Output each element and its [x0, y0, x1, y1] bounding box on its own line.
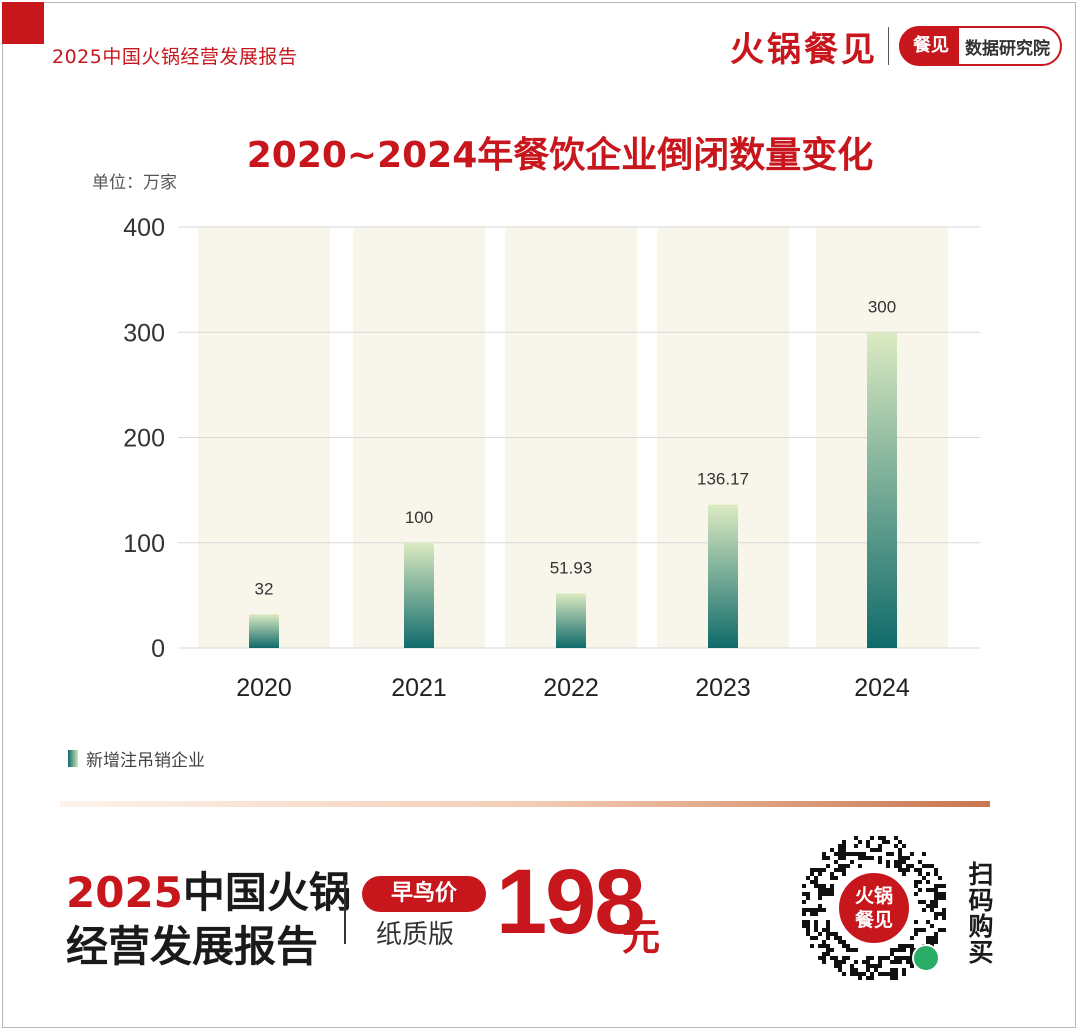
scan-to-buy-label: 扫码购买: [968, 860, 994, 967]
price-unit: 元: [622, 915, 661, 959]
price-value: 198: [496, 851, 645, 953]
legend-label: 新增注吊销企业: [86, 751, 205, 771]
brand-logo: 火锅餐见 餐见 数据研究院: [730, 24, 1062, 70]
corner-accent: [2, 2, 44, 44]
chart-legend: 新增注吊销企业: [68, 746, 205, 771]
promo-title-main: 中国火锅: [182, 868, 351, 917]
unit-label: 单位：万家: [92, 173, 177, 193]
qr-center-line2: 餐见: [854, 909, 893, 931]
report-title: 2025中国火锅经营发展报告: [52, 46, 298, 68]
chart-title: 2020~2024年餐饮企业倒闭数量变化: [246, 135, 874, 176]
promo-title-line2: 经营发展报告: [66, 922, 319, 971]
brand-badge: 餐见: [899, 28, 959, 64]
brand-subtitle: 数据研究院: [965, 38, 1050, 59]
promo-title-year: 2025: [66, 868, 183, 917]
mini-program-icon: [912, 944, 940, 972]
section-divider: [60, 801, 990, 807]
promo-divider: [344, 880, 346, 944]
qr-center-line1: 火锅: [854, 885, 893, 907]
edition-label: 纸质版: [376, 920, 455, 950]
brand-pill: 餐见 数据研究院: [899, 26, 1062, 66]
brand-divider: [888, 27, 889, 65]
brand-name: 火锅餐见: [730, 29, 878, 70]
qr-center-logo: 火锅 餐见: [836, 870, 912, 946]
qr-pattern: [802, 836, 946, 980]
early-bird-badge: 早鸟价: [362, 876, 486, 912]
promo-title: 2025中国火锅 经营发展报告: [66, 866, 351, 974]
legend-swatch: [68, 750, 78, 767]
